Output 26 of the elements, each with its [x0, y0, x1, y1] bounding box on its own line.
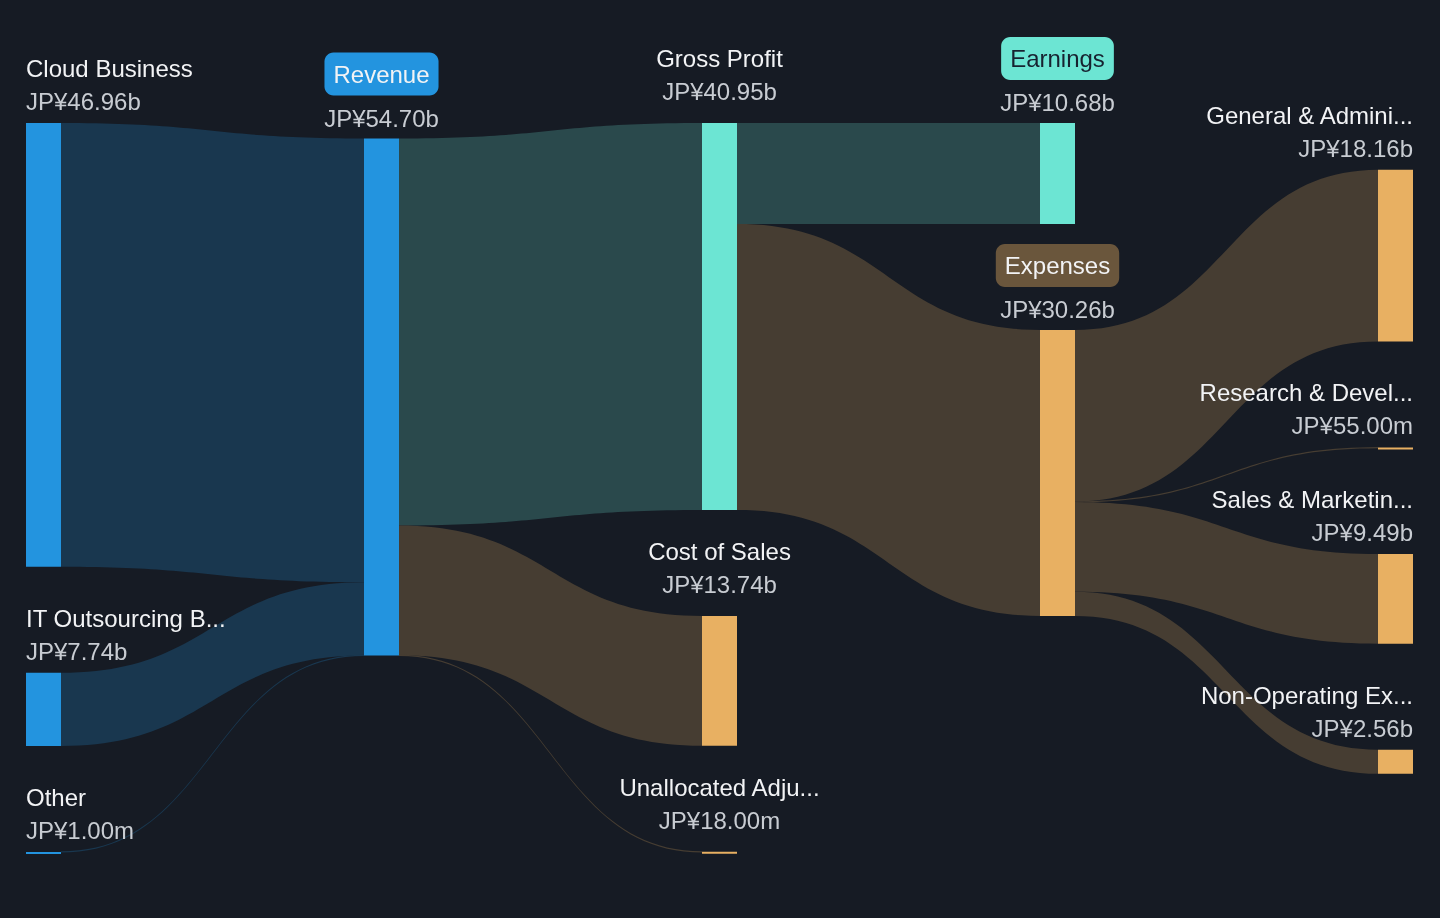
data-label: JP¥18.16b — [1298, 134, 1413, 162]
category-label: Revenue — [333, 60, 430, 88]
data-label: JP¥10.68b — [1000, 89, 1115, 116]
category-label: General & Admini... — [1206, 101, 1413, 129]
category-label: Cloud Business — [26, 55, 193, 82]
data-label: JP¥9.49b — [1311, 518, 1413, 546]
category-label: IT Outsourcing B... — [26, 604, 226, 632]
category-label: Cost of Sales — [648, 537, 791, 565]
category-label: Expenses — [1004, 251, 1111, 279]
category-label: Gross Profit — [656, 45, 784, 72]
data-label: JP¥2.56b — [1311, 714, 1413, 742]
data-label: JP¥46.96b — [26, 88, 141, 115]
data-label: JP¥40.95b — [662, 78, 777, 105]
category-label: Other — [26, 783, 87, 811]
category-label: Non-Operating Ex... — [1200, 681, 1413, 709]
category-label: Sales & Marketin... — [1211, 485, 1413, 513]
data-label: JP¥1.00m — [26, 816, 135, 844]
data-label: JP¥7.74b — [26, 637, 128, 665]
data-label: JP¥54.70b — [324, 104, 439, 132]
data-label: JP¥30.26b — [1000, 295, 1115, 323]
category-label: Earnings — [1010, 45, 1105, 72]
data-label: JP¥55.00m — [1291, 412, 1413, 440]
data-label: JP¥18.00m — [658, 806, 781, 834]
category-label: Unallocated Adju... — [619, 773, 820, 801]
category-label: Research & Devel... — [1199, 379, 1413, 407]
data-label: JP¥13.74b — [662, 570, 777, 598]
